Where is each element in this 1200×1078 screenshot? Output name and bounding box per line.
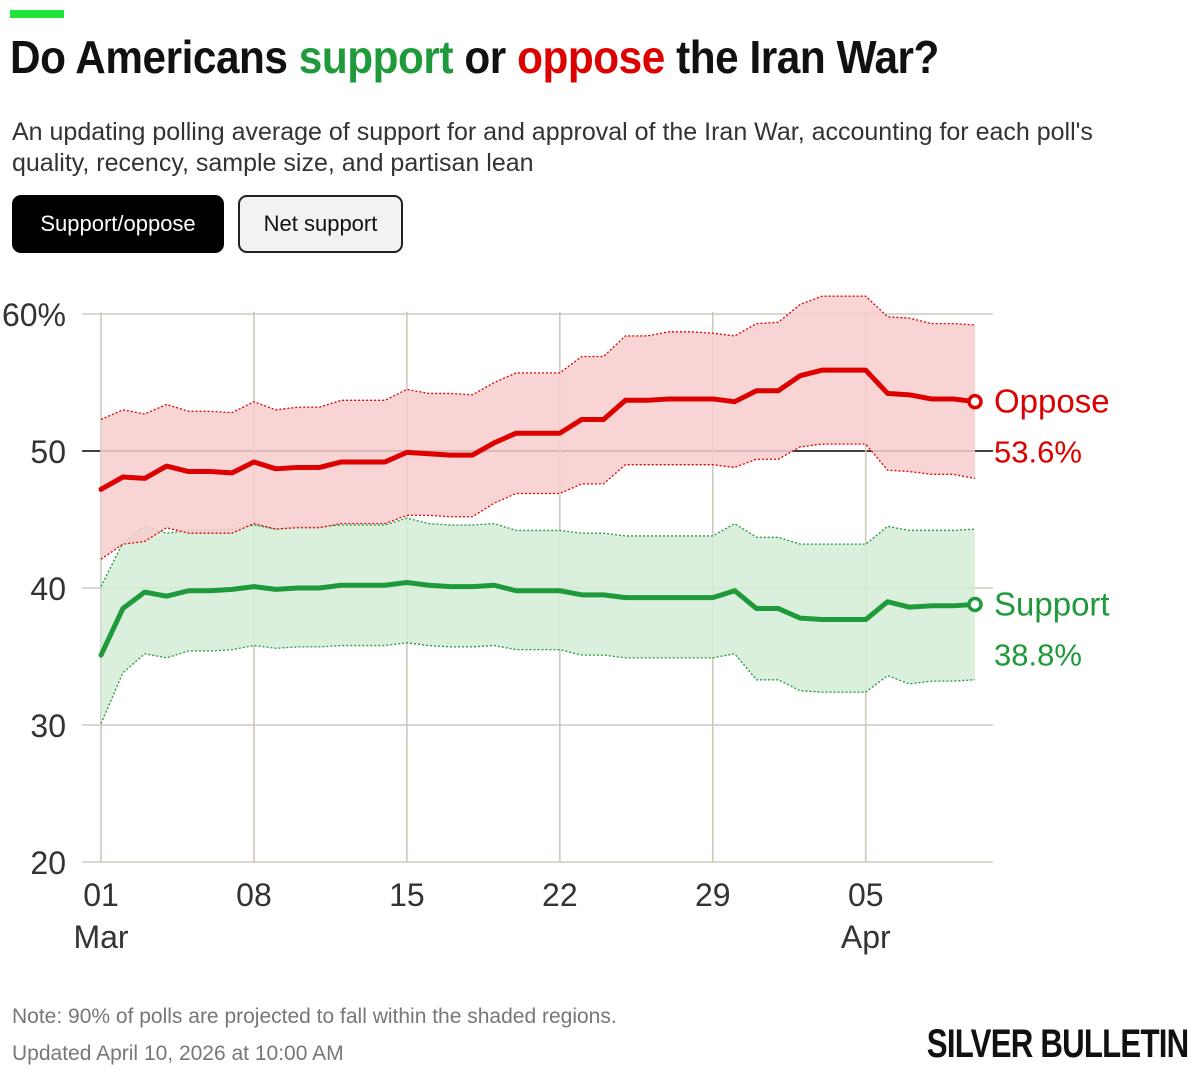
x-tick-label: 22 — [542, 877, 578, 913]
page-title: Do Americans support or oppose the Iran … — [10, 30, 939, 84]
x-tick-label: 29 — [695, 877, 731, 913]
x-tick-label: 01 — [83, 877, 119, 913]
x-tick-label: 05 — [848, 877, 884, 913]
polling-chart: 60% 50 40 30 20 01 Mar 08 15 22 29 05 Apr Oppose 53.6… — [2, 295, 1110, 955]
support-line — [98, 580, 978, 658]
y-tick-label: 20 — [30, 845, 66, 881]
brand-logo: SILVER BULLETIN — [926, 1022, 1188, 1066]
oppose-series-label: Oppose — [994, 383, 1110, 420]
title-part-2: or — [453, 31, 518, 83]
accent-bar — [10, 10, 64, 18]
oppose-band-upper-edge — [100, 295, 976, 421]
page-subtitle: An updating polling average of support f… — [12, 118, 1093, 177]
support-endpoint — [967, 596, 983, 613]
x-tick-label: 08 — [236, 877, 272, 913]
y-tick-label: 40 — [30, 571, 66, 607]
support-oppose-toggle[interactable]: Support/oppose — [12, 195, 224, 253]
support-series-label: Support — [994, 585, 1110, 622]
support-band — [101, 518, 975, 724]
oppose-endpoint — [967, 393, 983, 410]
updated-timestamp: Updated April 10, 2026 at 10:00 AM — [12, 1042, 344, 1065]
oppose-line — [98, 367, 978, 492]
footnote: Note: 90% of polls are projected to fall… — [12, 1005, 617, 1028]
oppose-band-lower-edge — [100, 443, 976, 560]
title-part-1: Do Americans — [10, 31, 299, 83]
title-part-3: the Iran War? — [664, 31, 939, 83]
x-tick-month-label: Apr — [841, 919, 891, 955]
support-final-value: 38.8% — [994, 637, 1082, 672]
y-tick-label: 60% — [2, 297, 66, 333]
y-tick-label: 30 — [30, 708, 66, 744]
x-tick-label: 15 — [389, 877, 425, 913]
oppose-band — [101, 296, 975, 560]
support-band-lower-edge — [100, 642, 976, 724]
y-tick-label: 50 — [30, 434, 66, 470]
oppose-final-value: 53.6% — [994, 435, 1082, 470]
x-tick-month-label: Mar — [73, 919, 128, 955]
title-support-word: support — [298, 31, 454, 83]
net-support-toggle[interactable]: Net support — [238, 195, 403, 253]
title-oppose-word: oppose — [517, 31, 665, 83]
